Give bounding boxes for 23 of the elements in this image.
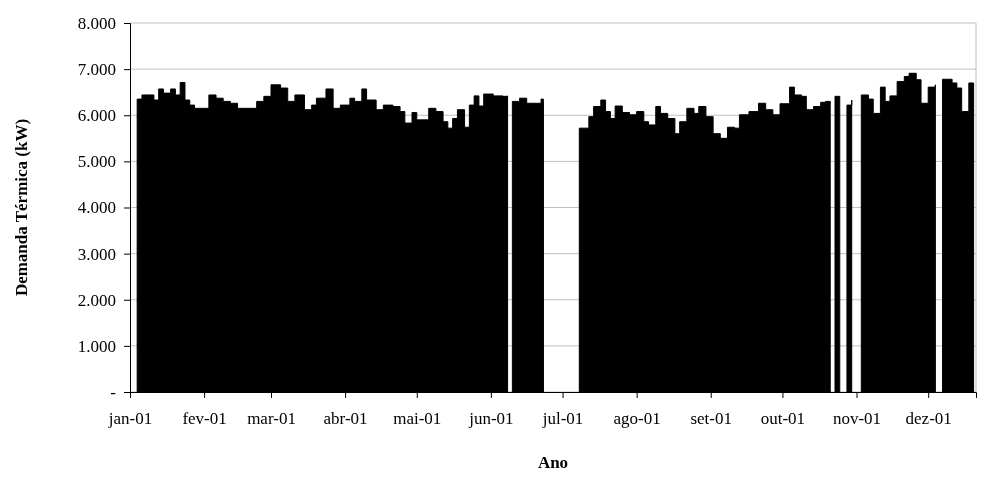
y-tick-label: 7.000 bbox=[77, 60, 116, 80]
x-tick-label: dez-01 bbox=[905, 409, 952, 429]
x-tick-label: jun-01 bbox=[468, 409, 514, 429]
x-tick-label: jul-01 bbox=[541, 409, 584, 429]
y-tick-label: 1.000 bbox=[77, 336, 116, 356]
x-tick-label: nov-01 bbox=[832, 409, 882, 429]
x-tick-label: ago-01 bbox=[613, 409, 661, 429]
y-tick-label: 5.000 bbox=[77, 152, 116, 172]
x-tick-label: set-01 bbox=[690, 409, 732, 429]
y-tick-label: 2.000 bbox=[77, 290, 116, 310]
x-tick-label: fev-01 bbox=[182, 409, 227, 429]
x-axis-title: Ano bbox=[537, 453, 569, 472]
y-axis-title: Demanda Térmica (kW) bbox=[12, 118, 31, 297]
y-tick-label: 4.000 bbox=[77, 198, 116, 218]
x-tick-label: mar-01 bbox=[247, 409, 296, 429]
x-tick-label: jan-01 bbox=[107, 409, 153, 429]
y-tick-label: 3.000 bbox=[77, 244, 116, 264]
y-tick-label: 6.000 bbox=[77, 106, 116, 126]
x-tick-label: out-01 bbox=[760, 409, 806, 429]
y-tick-label: 8.000 bbox=[77, 13, 116, 33]
x-tick-label: abr-01 bbox=[323, 409, 368, 429]
x-tick-label: mai-01 bbox=[393, 409, 442, 429]
y-tick-label: - bbox=[110, 382, 117, 402]
